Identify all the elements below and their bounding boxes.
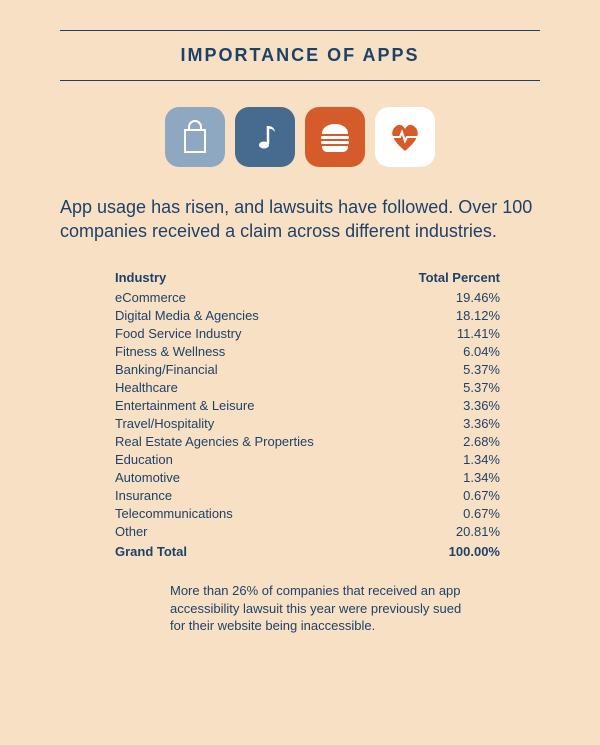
industry-cell: Digital Media & Agencies <box>115 307 388 325</box>
industry-cell: Telecommunications <box>115 505 388 523</box>
percent-cell: 3.36% <box>388 415 500 433</box>
industry-table: Industry Total Percent eCommerce19.46%Di… <box>115 270 500 561</box>
music-note-icon <box>235 107 295 167</box>
table-row: Entertainment & Leisure3.36% <box>115 397 500 415</box>
footnote-text: More than 26% of companies that received… <box>170 582 470 635</box>
heart-pulse-icon <box>375 107 435 167</box>
percent-cell: 0.67% <box>388 505 500 523</box>
percent-cell: 2.68% <box>388 433 500 451</box>
table-row: Telecommunications0.67% <box>115 505 500 523</box>
table-row: Other20.81% <box>115 523 500 541</box>
industry-cell: Travel/Hospitality <box>115 415 388 433</box>
percent-cell: 11.41% <box>388 325 500 343</box>
app-icon-row <box>60 107 540 167</box>
percent-cell: 0.67% <box>388 487 500 505</box>
table-row: Food Service Industry11.41% <box>115 325 500 343</box>
industry-cell: Fitness & Wellness <box>115 343 388 361</box>
percent-cell: 20.81% <box>388 523 500 541</box>
percent-cell: 19.46% <box>388 289 500 307</box>
table-row: Healthcare5.37% <box>115 379 500 397</box>
table-row: Travel/Hospitality3.36% <box>115 415 500 433</box>
burger-icon <box>305 107 365 167</box>
industry-cell: Automotive <box>115 469 388 487</box>
table-row: Fitness & Wellness6.04% <box>115 343 500 361</box>
col-header-industry: Industry <box>115 270 388 289</box>
divider-bottom <box>60 80 540 81</box>
industry-cell: eCommerce <box>115 289 388 307</box>
table-row: Automotive1.34% <box>115 469 500 487</box>
col-header-percent: Total Percent <box>388 270 500 289</box>
percent-cell: 6.04% <box>388 343 500 361</box>
grand-total-value: 100.00% <box>388 541 500 561</box>
industry-table-wrap: Industry Total Percent eCommerce19.46%Di… <box>60 270 540 561</box>
shopping-bag-icon <box>165 107 225 167</box>
table-row: eCommerce19.46% <box>115 289 500 307</box>
page-title: IMPORTANCE OF APPS <box>60 31 540 80</box>
percent-cell: 5.37% <box>388 379 500 397</box>
industry-cell: Real Estate Agencies & Properties <box>115 433 388 451</box>
industry-cell: Education <box>115 451 388 469</box>
table-row: Education1.34% <box>115 451 500 469</box>
percent-cell: 1.34% <box>388 451 500 469</box>
industry-cell: Insurance <box>115 487 388 505</box>
percent-cell: 5.37% <box>388 361 500 379</box>
percent-cell: 18.12% <box>388 307 500 325</box>
industry-cell: Other <box>115 523 388 541</box>
table-row: Banking/Financial5.37% <box>115 361 500 379</box>
percent-cell: 3.36% <box>388 397 500 415</box>
industry-cell: Banking/Financial <box>115 361 388 379</box>
industry-cell: Entertainment & Leisure <box>115 397 388 415</box>
industry-cell: Healthcare <box>115 379 388 397</box>
intro-text: App usage has risen, and lawsuits have f… <box>60 195 540 244</box>
table-row: Real Estate Agencies & Properties2.68% <box>115 433 500 451</box>
table-row: Digital Media & Agencies18.12% <box>115 307 500 325</box>
grand-total-label: Grand Total <box>115 541 388 561</box>
table-row: Insurance0.67% <box>115 487 500 505</box>
industry-cell: Food Service Industry <box>115 325 388 343</box>
percent-cell: 1.34% <box>388 469 500 487</box>
